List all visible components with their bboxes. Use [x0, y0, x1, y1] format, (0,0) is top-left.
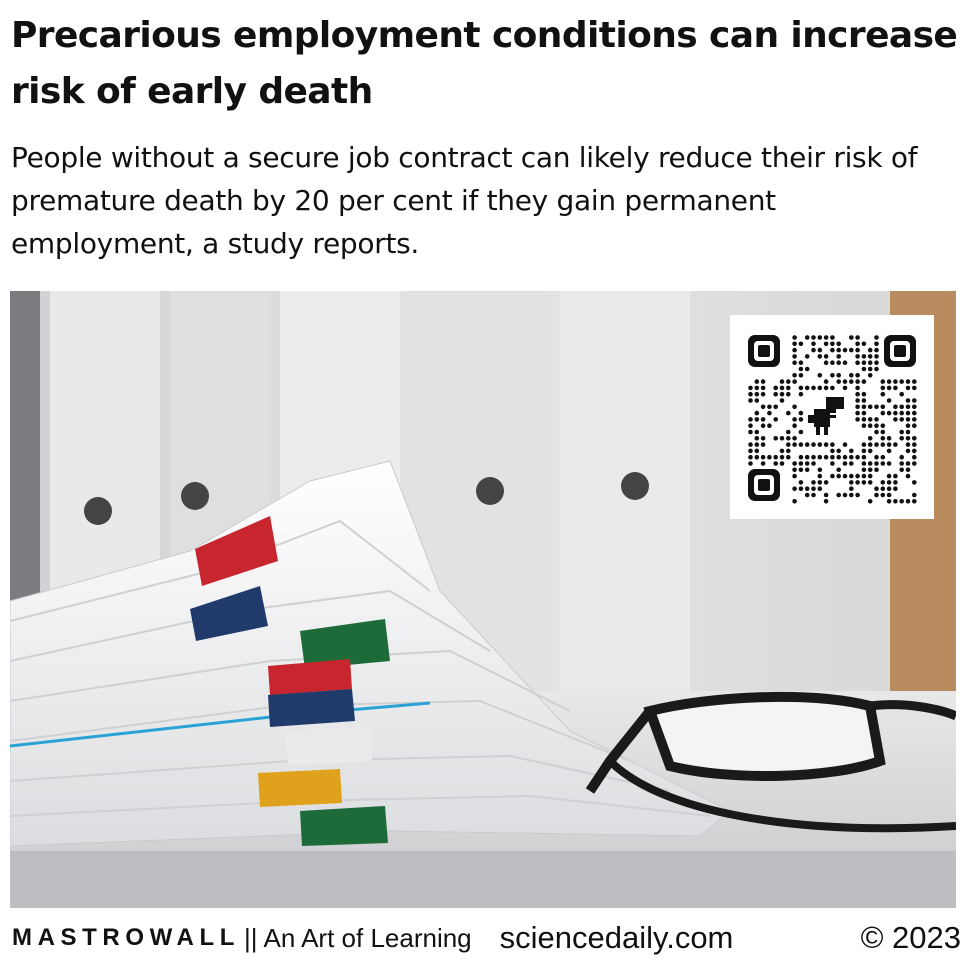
source-link[interactable]: sciencedaily.com	[499, 920, 734, 955]
footer: MASTROWALL || An Art of Learning science…	[12, 918, 961, 958]
brand-tagline: An Art of Learning	[263, 922, 472, 953]
copyright-notice: © 2023	[860, 920, 961, 955]
footer-separator: ||	[243, 922, 258, 953]
article-title: Precarious employment conditions can inc…	[11, 15, 958, 112]
dinosaur-icon	[808, 397, 844, 435]
qr-code[interactable]	[730, 315, 934, 519]
qr-code-graphic	[748, 335, 917, 504]
article-summary: People without a secure job contract can…	[11, 141, 918, 260]
brand-name: MASTROWALL	[12, 924, 240, 951]
